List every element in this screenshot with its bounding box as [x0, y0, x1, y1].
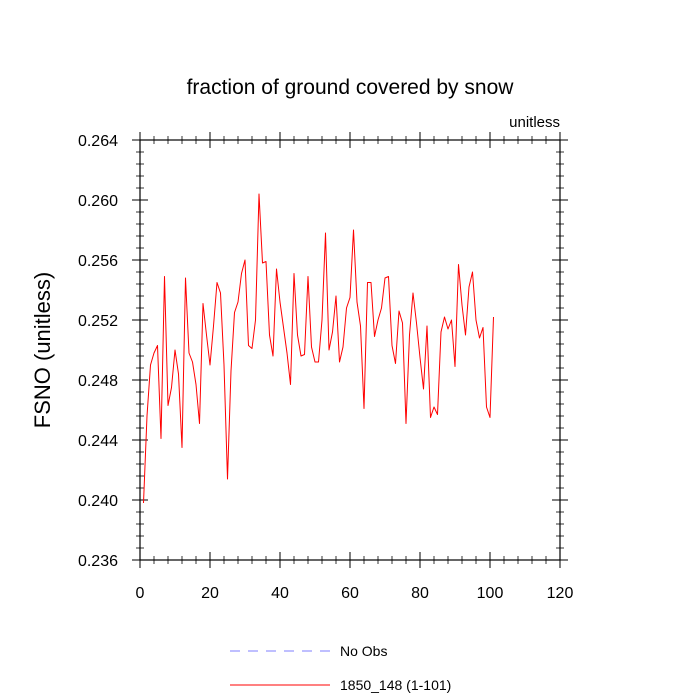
y-tick-label: 0.236: [78, 553, 118, 570]
y-tick-label: 0.248: [78, 373, 118, 390]
x-tick-label: 120: [547, 585, 574, 602]
major-ticks: [132, 132, 568, 568]
x-tick-label: 100: [477, 585, 504, 602]
x-tick-labels: 0 20 40 60 80 100 120: [136, 585, 574, 602]
x-tick-label: 20: [201, 585, 219, 602]
y-tick-label: 0.252: [78, 313, 118, 330]
y-tick-label: 0.264: [78, 133, 118, 150]
plot-frame: [139, 139, 561, 561]
legend-label-0: No Obs: [340, 643, 387, 659]
x-tick-label: 0: [136, 585, 145, 602]
y-tick-label: 0.256: [78, 253, 118, 270]
y-tick-labels: 0.236 0.240 0.244 0.248 0.252 0.256 0.260 0.264: [78, 133, 118, 570]
chart-title: fraction of ground covered by snow: [187, 76, 515, 99]
y-axis-label: FSNO (unitless): [30, 272, 55, 428]
x-tick-label: 80: [411, 585, 429, 602]
y-tick-label: 0.260: [78, 193, 118, 210]
legend-label-1: 1850_148 (1-101): [340, 677, 451, 693]
series-layer: [143, 193, 494, 504]
x-tick-label: 40: [271, 585, 289, 602]
series-line-1: [143, 193, 494, 504]
units-label: unitless: [509, 114, 560, 131]
y-tick-label: 0.240: [78, 493, 118, 510]
legend: No Obs 1850_148 (1-101): [230, 643, 451, 693]
y-tick-label: 0.244: [78, 433, 118, 450]
minor-ticks: [136, 136, 564, 564]
x-tick-label: 60: [341, 585, 359, 602]
